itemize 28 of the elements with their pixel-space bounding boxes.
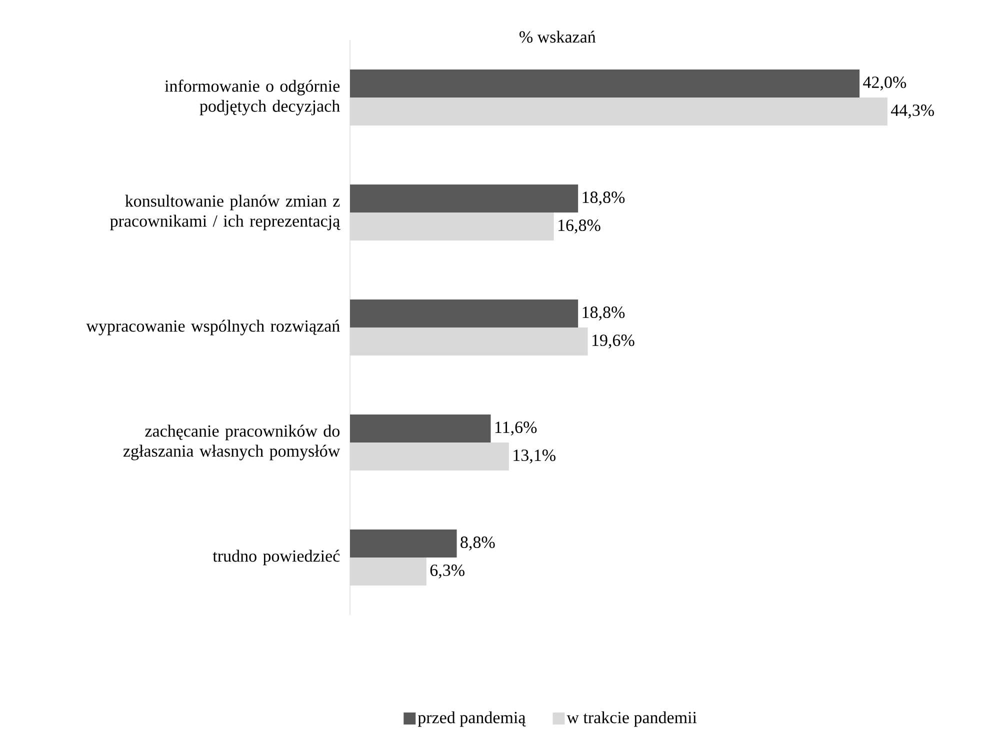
bar xyxy=(350,530,457,558)
bar xyxy=(350,184,578,213)
bar xyxy=(350,558,426,586)
y-tick-label: konsultowanie planów zmian z pracownikami / ich reprezentacją xyxy=(110,194,340,230)
y-tick-label: zachęcanie pracowników do zgłaszania własnych pomysłów xyxy=(123,424,340,460)
y-tick-label: trudno powiedzieć xyxy=(212,550,340,566)
bar xyxy=(350,70,860,98)
data-label: 44,3% xyxy=(890,104,934,118)
data-label: 13,1% xyxy=(514,450,556,464)
data-label: 16,8% xyxy=(558,220,600,234)
data-label: 18,8% xyxy=(582,306,625,320)
data-label: 18,8% xyxy=(582,192,625,206)
data-label: 8,8% xyxy=(460,536,495,550)
data-label: 42,0% xyxy=(863,76,906,90)
bar xyxy=(350,414,491,443)
data-label: 19,6% xyxy=(592,334,634,348)
y-tick-label: informowanie o odgórnie podjętych decyzjach xyxy=(164,80,340,116)
bar xyxy=(350,442,509,471)
bar xyxy=(350,98,888,126)
data-label: 6,3% xyxy=(430,564,464,578)
bar xyxy=(350,328,588,356)
data-label: 11,6% xyxy=(495,422,537,436)
bar xyxy=(350,300,578,328)
bar xyxy=(350,212,554,241)
x-axis-title: % wskazań xyxy=(520,30,596,43)
legend-label: przed pandemią xyxy=(418,711,526,727)
legend-label: w trakcie pandemii xyxy=(566,711,697,727)
y-tick-label: wypracowanie wspólnych rozwiązań xyxy=(86,320,340,336)
